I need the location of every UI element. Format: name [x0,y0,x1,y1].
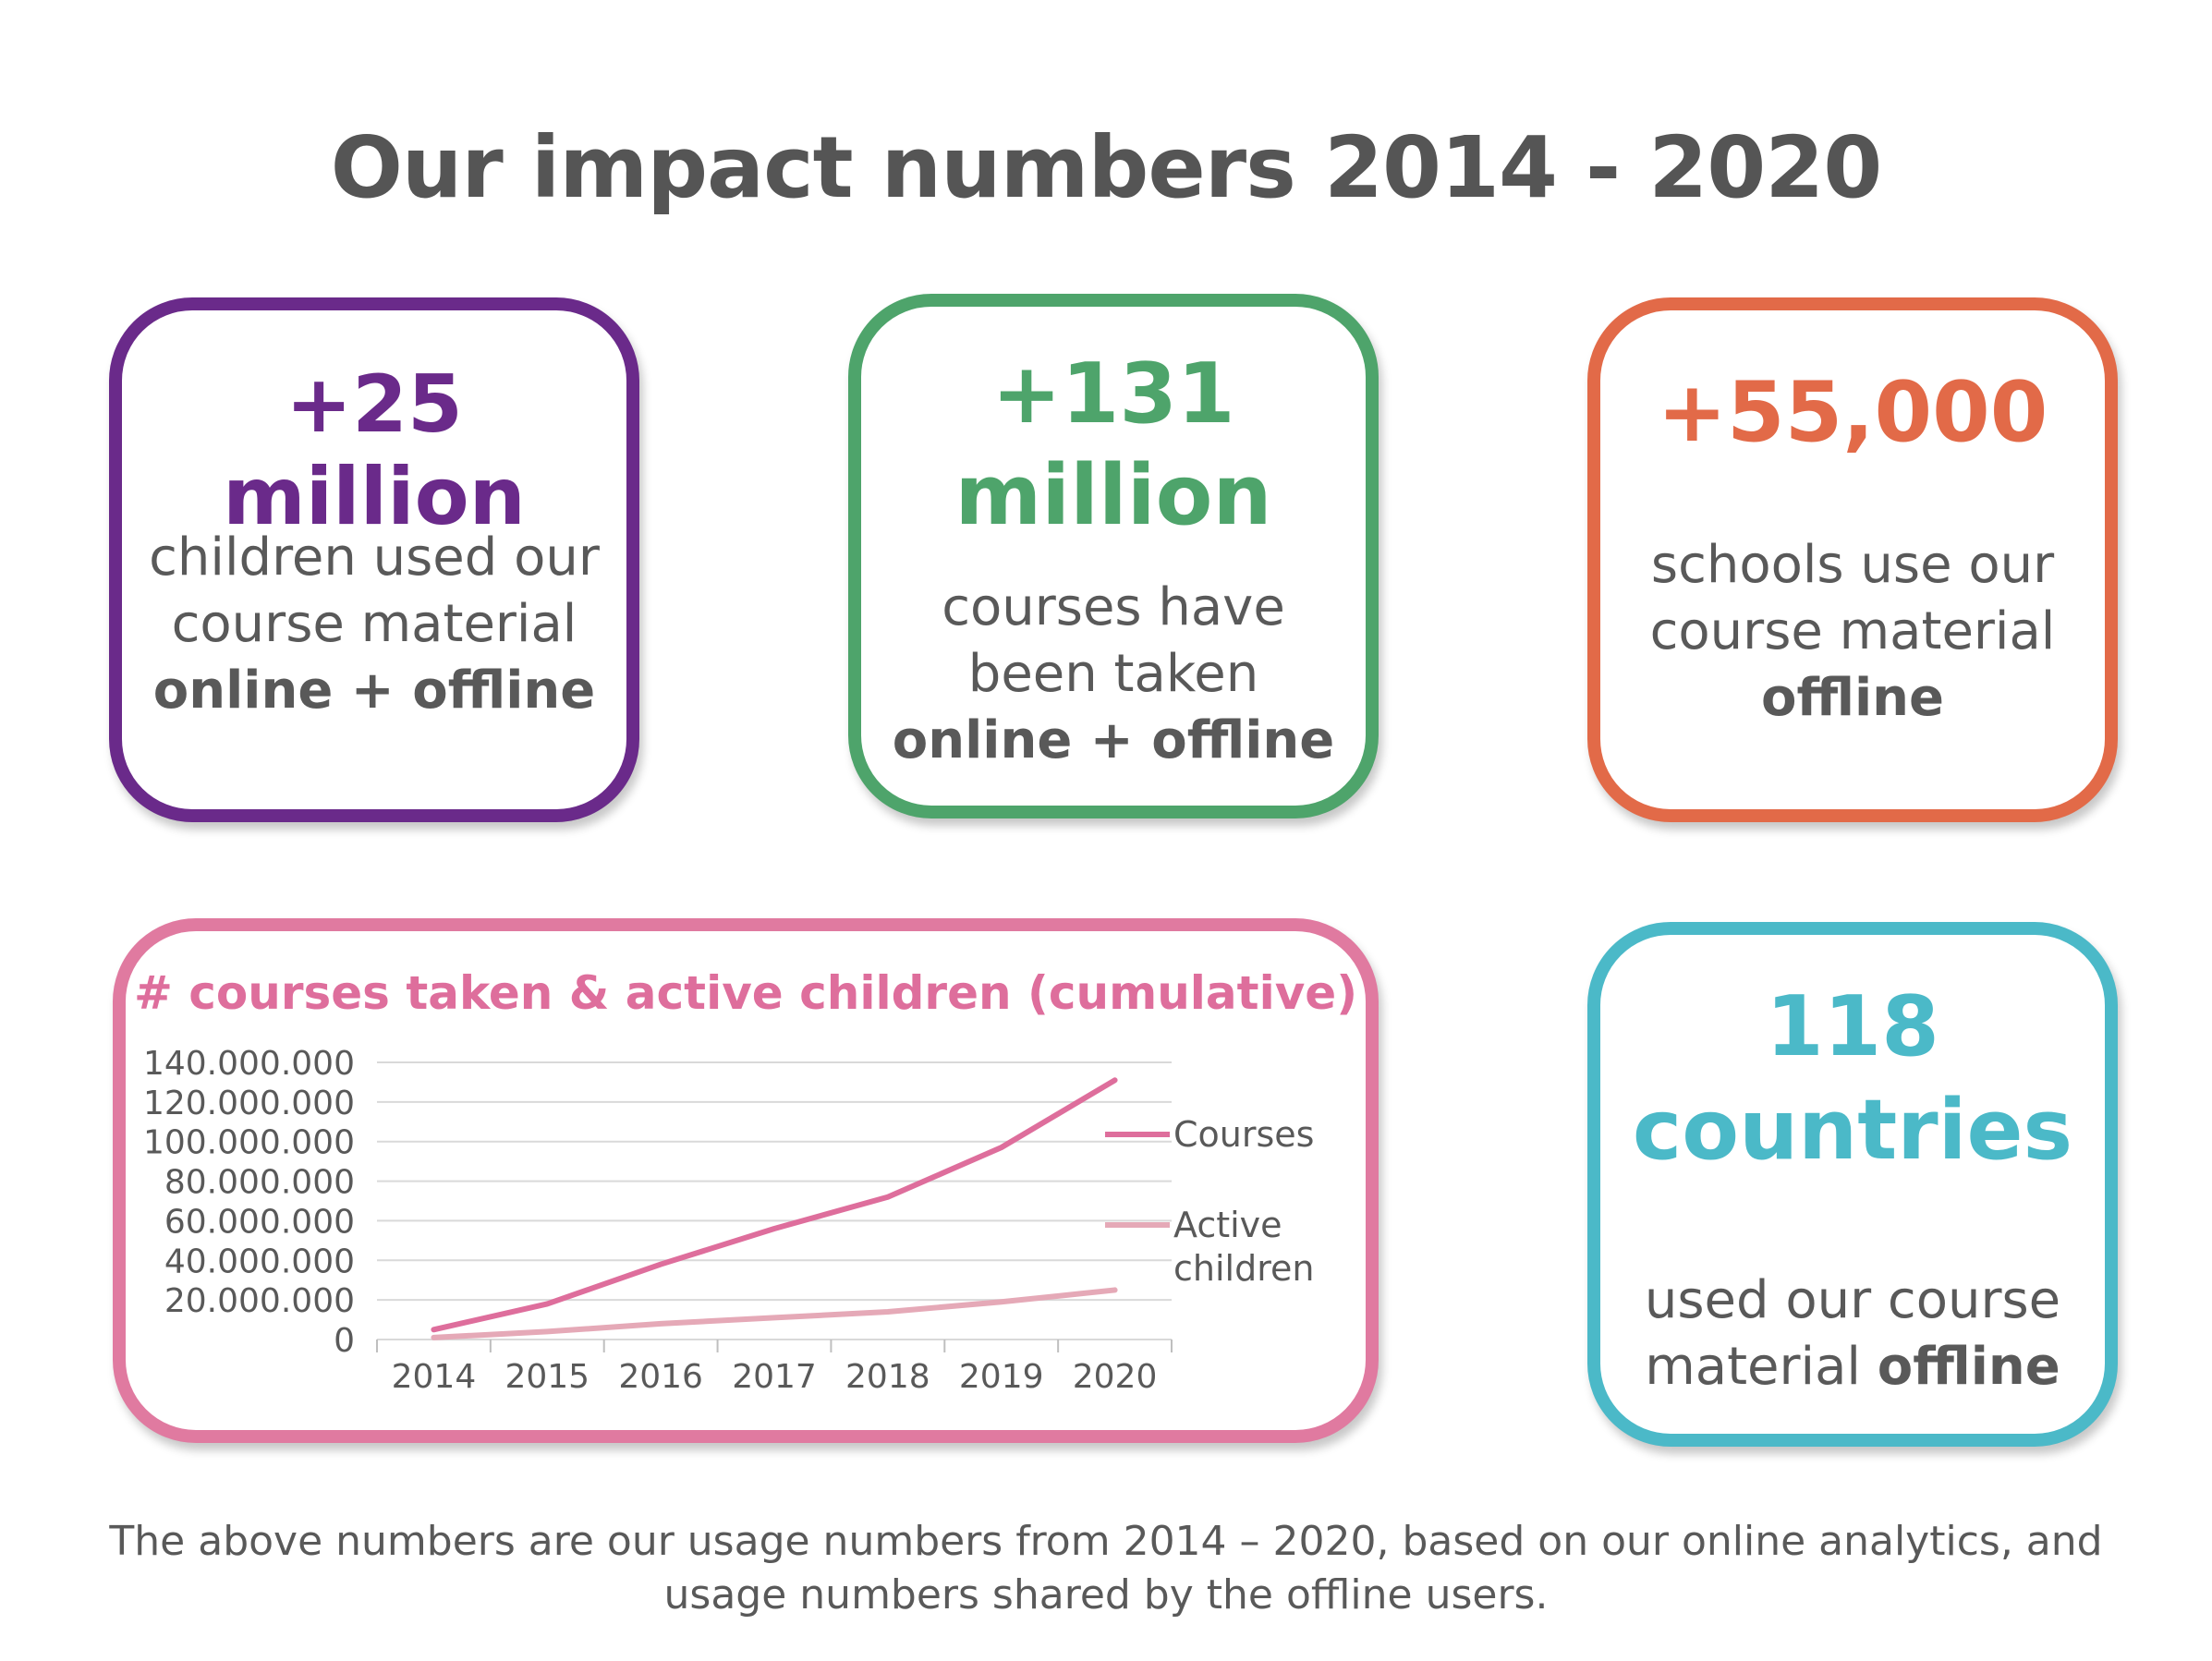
countries-desc-bold: offline [1877,1337,2060,1397]
y-tick-label: 0 [334,1322,355,1360]
y-tick-label: 20.000.000 [164,1282,355,1320]
schools-description: schools use our course material offline [1600,532,2105,732]
footnote-line1: The above numbers are our usage numbers … [109,1518,2103,1565]
countries-desc-line2: material offline [1600,1334,2105,1400]
children-desc-line2: course material [171,594,577,654]
legend-label: Active [1173,1205,1282,1245]
y-tick-label: 120.000.000 [143,1085,355,1122]
countries-count-line2: countries [1632,1082,2073,1179]
x-tick-label: 2016 [618,1358,703,1396]
schools-desc-line1: schools use our [1650,535,2055,595]
courses-count: +131 million [861,344,1366,547]
footnote: The above numbers are our usage numbers … [0,1515,2212,1622]
x-tick-label: 2019 [959,1358,1044,1396]
courses-desc-bold: online + offline [892,710,1335,770]
x-tick-label: 2018 [845,1358,930,1396]
x-tick-label: 2017 [732,1358,817,1396]
children-desc-bold: online + offline [152,661,596,721]
y-tick-label: 80.000.000 [164,1164,355,1202]
schools-desc-bold: offline [1760,668,1945,728]
countries-desc-line1: used our course [1644,1270,2061,1330]
legend-label: Courses [1173,1114,1314,1155]
courses-desc-line2: been taken [967,644,1259,704]
chart-title: # courses taken & active children (cumul… [133,966,1358,1020]
series-line-courses [431,1077,1118,1333]
countries-description: used our course material offline [1600,1267,2105,1400]
children-count: +25 million [223,358,526,543]
stat-card-children: +25 million children used our course mat… [109,297,639,822]
y-tick-label: 40.000.000 [164,1243,355,1280]
stat-card-courses: +131 million courses have been taken onl… [848,294,1379,818]
y-tick-label: 60.000.000 [164,1203,355,1241]
stat-card-schools: +55,000 schools use our course material … [1587,297,2118,822]
stat-card-countries: 118 countries used our course material o… [1587,922,2118,1447]
y-tick-label: 100.000.000 [143,1124,355,1162]
schools-desc-line2: course material [1649,601,2056,661]
page-title: Our impact numbers 2014 - 2020 [330,118,1883,217]
x-tick-label: 2020 [1073,1358,1158,1396]
courses-count-line1: +131 [991,346,1235,443]
courses-desc-line1: courses have [942,577,1285,637]
y-tick-label: 140.000.000 [143,1045,355,1083]
courses-description: courses have been taken online + offline [861,575,1366,774]
children-desc-line1: children used our [149,527,600,588]
countries-desc-normal: material [1645,1337,1878,1397]
legend-label: children [1173,1248,1314,1289]
countries-count-line1: 118 [1766,978,1939,1075]
courses-count-line2: million [954,447,1272,544]
children-description: children used our course material online… [122,525,626,724]
chart-card: # courses taken & active children (cumul… [113,918,1379,1443]
line-chart: 140.000.000120.000.000100.000.00080.000.… [143,1045,1315,1396]
x-tick-label: 2015 [504,1358,589,1396]
countries-count: 118 countries [1600,976,2105,1182]
series-line-active-children [431,1287,1118,1340]
x-tick-label: 2014 [392,1358,477,1396]
footnote-line2: usage numbers shared by the offline user… [663,1571,1549,1619]
schools-count: +55,000 [1657,364,2048,461]
